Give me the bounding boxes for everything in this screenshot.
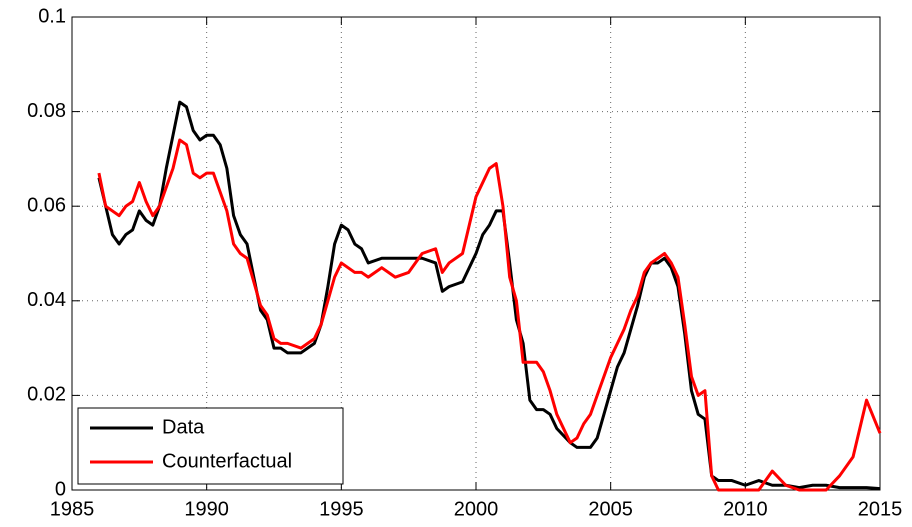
x-tick-label: 2000 <box>454 498 499 520</box>
x-tick-label: 2010 <box>723 498 768 520</box>
x-tick-label: 1990 <box>184 498 229 520</box>
plot-frame <box>71 16 881 491</box>
x-tick-label: 2005 <box>588 498 633 520</box>
y-tick-label: 0 <box>55 478 66 500</box>
data-line <box>97 138 882 492</box>
data-line <box>97 100 881 491</box>
x-tick-label: 1995 <box>319 498 364 520</box>
y-tick-label: 0.08 <box>27 100 66 122</box>
y-tick-label: 0.06 <box>27 194 66 216</box>
y-tick-label: 0.1 <box>38 5 66 27</box>
legend-box <box>77 407 344 485</box>
legend: Data Counterfactual <box>77 407 344 485</box>
x-tick-label: 2015 <box>858 498 903 520</box>
legend-label: Counterfactual <box>162 450 292 472</box>
legend-label: Data <box>162 416 205 438</box>
y-tick-label: 0.04 <box>27 289 66 311</box>
y-tick-label: 0.02 <box>27 384 66 406</box>
x-tick-label: 1985 <box>50 498 95 520</box>
